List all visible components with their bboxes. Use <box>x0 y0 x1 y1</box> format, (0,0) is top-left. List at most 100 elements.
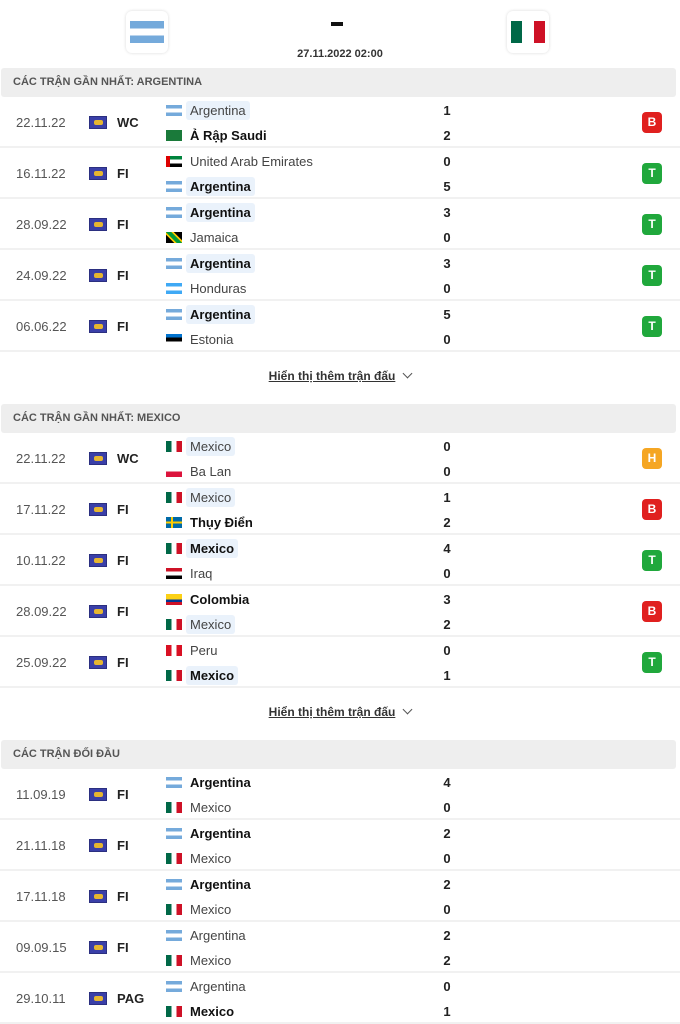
away-team[interactable]: Argentina <box>166 176 255 196</box>
result-badge: T <box>642 652 662 673</box>
away-team-name: Mexico <box>190 850 232 866</box>
irq-flag-icon <box>166 567 182 579</box>
match-row[interactable]: 24.09.22 FI Argentina Honduras 3 0 T <box>0 250 680 301</box>
home-team[interactable]: Argentina <box>166 874 255 894</box>
match-date: 09.09.15 <box>16 940 67 955</box>
away-team[interactable]: Ba Lan <box>166 461 235 481</box>
home-score: 3 <box>443 256 451 271</box>
home-score: 2 <box>443 826 451 841</box>
match-row[interactable]: 22.11.22 WC Argentina Ả Rập Saudi 1 2 B <box>0 97 680 148</box>
away-score: 0 <box>443 464 451 479</box>
away-team-name: Mexico <box>190 952 232 968</box>
jam-flag-icon <box>166 231 182 243</box>
show-more-link[interactable]: Hiển thị thêm trận đấu <box>0 352 680 404</box>
away-team[interactable]: Mexico <box>166 950 235 970</box>
result-badge: B <box>642 112 662 133</box>
league-icon <box>89 992 107 1005</box>
league-code: WC <box>117 115 139 130</box>
home-team-logo[interactable] <box>126 11 168 53</box>
arg-flag-icon <box>166 180 182 192</box>
home-team[interactable]: Argentina <box>166 100 250 120</box>
est-flag-icon <box>166 333 182 345</box>
away-team[interactable]: Mexico <box>166 899 235 919</box>
match-row[interactable]: 22.11.22 WC Mexico Ba Lan 0 0 H <box>0 433 680 484</box>
arg-flag-icon <box>166 206 182 218</box>
match-row[interactable]: 29.10.11 PAG Argentina Mexico 0 1 <box>0 973 680 1024</box>
league-code: FI <box>117 502 129 517</box>
match-row[interactable]: 10.11.22 FI Mexico Iraq 4 0 T <box>0 535 680 586</box>
away-score: 5 <box>443 179 451 194</box>
home-team[interactable]: Argentina <box>166 925 250 945</box>
mex-flag-icon <box>166 954 182 966</box>
match-row[interactable]: 28.09.22 FI Colombia Mexico 3 2 B <box>0 586 680 637</box>
home-team[interactable]: Argentina <box>166 253 255 273</box>
away-team[interactable]: Mexico <box>166 665 239 685</box>
pol-flag-icon <box>166 465 182 477</box>
league-icon <box>89 167 107 180</box>
match-date: 21.11.18 <box>16 838 66 853</box>
league-code: FI <box>117 217 129 232</box>
away-team-name: Honduras <box>190 280 247 296</box>
away-score: 2 <box>443 128 451 143</box>
match-date: 22.11.22 <box>16 115 66 130</box>
league-icon <box>89 269 107 282</box>
match-row[interactable]: 25.09.22 FI Peru Mexico 0 1 T <box>0 637 680 688</box>
home-team[interactable]: Argentina <box>166 202 255 222</box>
home-score: 2 <box>443 877 451 892</box>
result-badge: T <box>642 163 662 184</box>
away-team[interactable]: Mexico <box>166 797 235 817</box>
home-team[interactable]: Mexico <box>166 436 236 456</box>
home-team[interactable]: Mexico <box>166 538 239 558</box>
match-row[interactable]: 16.11.22 FI United Arab Emirates Argentin… <box>0 148 680 199</box>
home-team[interactable]: Argentina <box>166 772 255 792</box>
away-team[interactable]: Honduras <box>166 278 250 298</box>
league-icon <box>89 554 107 567</box>
home-team[interactable]: Argentina <box>166 976 250 996</box>
home-team[interactable]: Mexico <box>166 487 236 507</box>
away-team-name: Jamaica <box>190 229 239 245</box>
away-team[interactable]: Jamaica <box>166 227 242 247</box>
away-team-name: Ả Rập Saudi <box>190 127 267 143</box>
league-code: FI <box>117 553 129 568</box>
match-row[interactable]: 17.11.18 FI Argentina Mexico 2 0 <box>0 871 680 922</box>
home-team-name: Argentina <box>186 304 255 324</box>
arg-flag-icon <box>166 257 182 269</box>
home-team[interactable]: United Arab Emirates <box>166 151 317 171</box>
match-row[interactable]: 09.09.15 FI Argentina Mexico 2 2 <box>0 922 680 973</box>
home-team-name: Argentina <box>190 978 246 994</box>
home-score: 4 <box>443 541 451 556</box>
away-team[interactable]: Estonia <box>166 329 237 349</box>
home-team[interactable]: Argentina <box>166 823 255 843</box>
show-more-label[interactable]: Hiển thị thêm trận đấu <box>268 369 396 383</box>
away-team[interactable]: Mexico <box>166 614 236 634</box>
league-code: FI <box>117 655 129 670</box>
away-team[interactable]: Mexico <box>166 1001 238 1021</box>
match-row[interactable]: 17.11.22 FI Mexico Thụy Điển 1 2 B <box>0 484 680 535</box>
away-team-logo[interactable] <box>507 11 549 53</box>
home-team[interactable]: Argentina <box>166 304 255 324</box>
arg-flag-icon <box>166 827 182 839</box>
arg-flag-icon <box>166 980 182 992</box>
show-more-link[interactable]: Hiển thị thêm trận đấu <box>0 688 680 740</box>
home-score: 0 <box>443 643 451 658</box>
away-score: 2 <box>443 617 451 632</box>
away-team[interactable]: Thụy Điển <box>166 512 257 532</box>
away-team[interactable]: Mexico <box>166 848 235 868</box>
home-team-name: Argentina <box>186 202 255 222</box>
away-team[interactable]: Ả Rập Saudi <box>166 125 271 145</box>
match-row[interactable]: 11.09.19 FI Argentina Mexico 4 0 <box>0 769 680 820</box>
match-row[interactable]: 28.09.22 FI Argentina Jamaica 3 0 T <box>0 199 680 250</box>
ksa-flag-icon <box>166 129 182 141</box>
show-more-label[interactable]: Hiển thị thêm trận đấu <box>268 705 396 719</box>
away-team[interactable]: Iraq <box>166 563 216 583</box>
result-badge: B <box>642 601 662 622</box>
arg-flag-icon <box>166 878 182 890</box>
match-row[interactable]: 06.06.22 FI Argentina Estonia 5 0 T <box>0 301 680 352</box>
match-row[interactable]: 21.11.18 FI Argentina Mexico 2 0 <box>0 820 680 871</box>
match-date: 24.09.22 <box>16 268 67 283</box>
home-team[interactable]: Peru <box>166 640 221 660</box>
home-team[interactable]: Colombia <box>166 589 253 609</box>
home-score: 4 <box>443 775 451 790</box>
league-code: FI <box>117 268 129 283</box>
chevron-down-icon <box>402 704 413 715</box>
